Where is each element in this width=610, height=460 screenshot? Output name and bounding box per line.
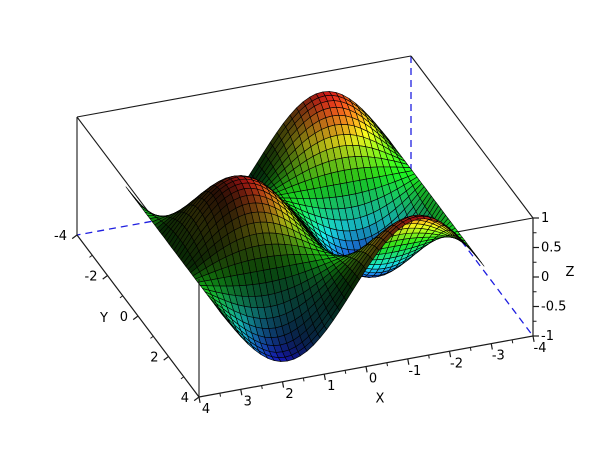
y-tick-label: 4 (181, 391, 189, 406)
x-tick-label: 0 (369, 372, 377, 387)
y-axis-tick (193, 396, 200, 402)
box-edge-top-left-back (76, 55, 412, 118)
x-axis-tick (365, 366, 368, 373)
y-axis-tick (163, 356, 169, 361)
x-axis-minor-tick (428, 354, 430, 359)
y-axis-minor-tick (150, 335, 154, 339)
y-tick-label: -4 (54, 229, 67, 244)
hidden-edge-bottom-right (410, 173, 534, 337)
x-axis-tick (198, 396, 201, 404)
x-axis-minor-tick (511, 339, 514, 344)
x-axis-tick (490, 343, 493, 350)
z-tick-label: -0.5 (541, 300, 566, 315)
z-tick-label: 0 (541, 270, 549, 285)
x-axis-tick (323, 374, 326, 381)
x-axis-tick (240, 389, 243, 396)
x-axis-minor-tick (386, 362, 388, 367)
x-axis-tick (281, 381, 285, 388)
y-tick-label: 2 (150, 351, 158, 366)
surface-facet (363, 256, 373, 270)
x-axis-minor-tick (469, 347, 472, 351)
x-axis-minor-tick (219, 393, 221, 397)
surface-mesh (125, 91, 485, 362)
x-axis-minor-tick (302, 377, 305, 382)
x-tick-label: -1 (408, 364, 421, 379)
y-axis-minor-tick (89, 254, 93, 258)
z-tick-label: 1 (541, 211, 549, 226)
x-tick-label: 3 (244, 394, 252, 409)
x-axis-tick (532, 335, 535, 343)
x-tick-label: -4 (534, 341, 547, 356)
x-tick-label: 4 (202, 402, 210, 417)
x-tick-label: -2 (450, 356, 463, 371)
y-axis-minor-tick (119, 295, 124, 299)
z-tick-label: 0.5 (541, 241, 562, 256)
z-tick-label: -1 (541, 329, 554, 344)
x-axis-minor-tick (344, 370, 347, 374)
axes: 4 3 2 1 0 -1 -2 -3 -4 -4 -2 0 2 4 1 0.5 0 -0.5 -1 (54, 211, 566, 417)
y-axis-tick (102, 275, 108, 280)
y-tick-label: 0 (120, 310, 128, 325)
x-tick-label: 1 (327, 379, 335, 394)
x-tick-label: -3 (492, 349, 505, 364)
x-axis-tick (448, 351, 452, 358)
y-axis-minor-tick (180, 376, 185, 380)
surface-facet (219, 310, 229, 323)
x-axis-label: X (376, 392, 385, 407)
x-axis-minor-tick (261, 385, 263, 390)
x-tick-label: 2 (285, 387, 293, 402)
y-axis-label: Y (99, 311, 108, 326)
y-axis-tick (71, 234, 78, 240)
y-axis-tick (132, 315, 139, 321)
z-axis-label: Z (566, 265, 575, 280)
box-edge-top-right-back (410, 55, 534, 219)
y-tick-label: -2 (85, 270, 98, 285)
x-axis-tick (407, 358, 410, 365)
